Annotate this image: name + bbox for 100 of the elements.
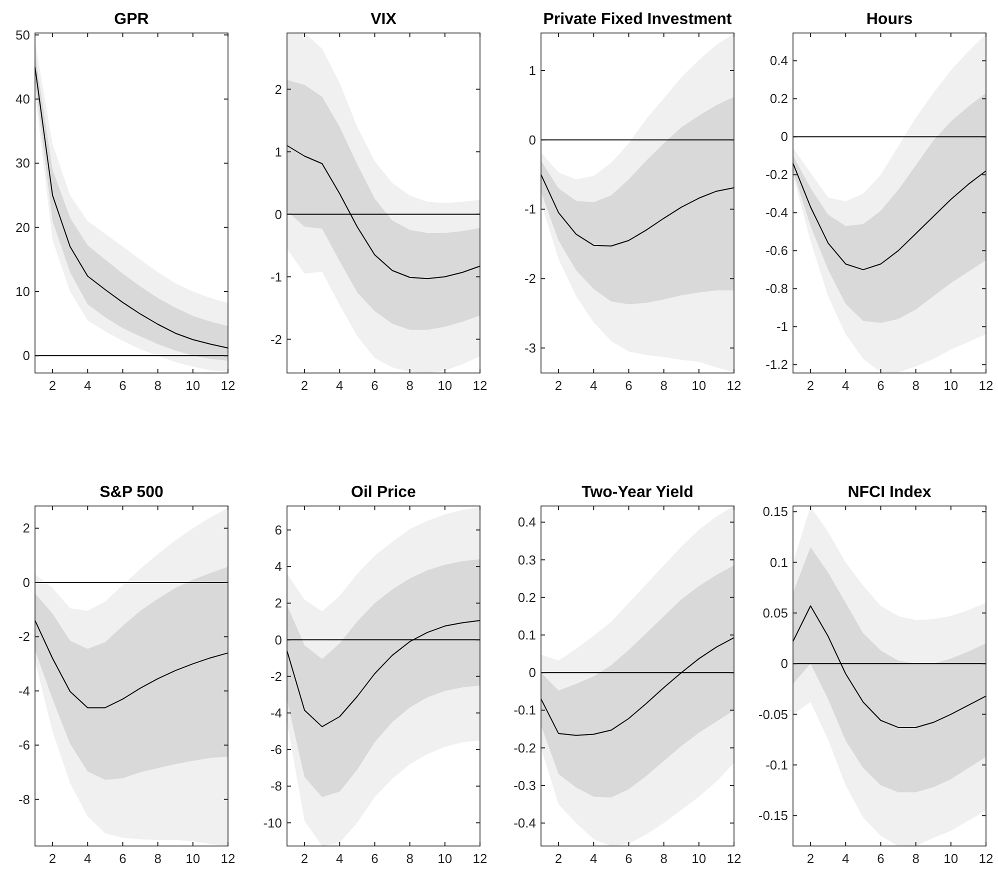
x-tick-label: 8 (660, 378, 668, 393)
x-tick-label: 10 (944, 851, 958, 866)
y-tick-label: -8 (18, 792, 30, 807)
y-tick-label: -0.8 (766, 281, 788, 296)
x-tick-label: 2 (300, 378, 308, 393)
x-tick-label: 6 (371, 378, 378, 393)
y-tick-label: -0.15 (758, 808, 788, 824)
y-tick-label: -4 (18, 683, 30, 698)
y-tick-label: -0.2 (514, 740, 536, 756)
x-tick-label: 6 (625, 851, 632, 866)
y-tick-label: -0.1 (766, 757, 788, 772)
y-tick-label: 0.4 (770, 53, 788, 68)
x-tick-label: 12 (978, 851, 994, 866)
y-tick-label: 0 (22, 574, 30, 590)
y-tick-label: -1 (270, 269, 282, 284)
y-tick-label: -6 (270, 742, 282, 758)
x-tick-label: 12 (726, 851, 742, 866)
y-tick-label: 0.3 (518, 552, 536, 568)
y-tick-label: -3 (524, 340, 536, 356)
x-tick-label: 2 (554, 378, 562, 393)
y-tick-label: 6 (274, 522, 282, 538)
y-tick-label: 0.15 (762, 504, 788, 520)
y-tick-label: -2 (18, 629, 30, 644)
chart-title: S&P 500 (100, 484, 164, 501)
y-tick-label: 0.1 (518, 628, 536, 643)
y-tick-label: -1.2 (766, 357, 788, 372)
x-tick-label: 2 (554, 851, 562, 866)
line-series (792, 605, 986, 728)
y-tick-label: 0.1 (770, 554, 788, 570)
x-tick-label: 10 (692, 851, 706, 866)
y-tick-label: -1 (524, 202, 536, 217)
x-tick-label: 6 (877, 851, 884, 866)
x-tick-label: 8 (660, 851, 668, 866)
chart-title: GPR (114, 11, 150, 28)
x-tick-label: 4 (590, 851, 598, 866)
y-tick-label: 0 (274, 206, 282, 222)
y-tick-label: 0.2 (770, 91, 788, 106)
x-tick-label: 4 (84, 851, 92, 866)
y-tick-label: 0.2 (518, 590, 536, 605)
y-tick-label: -2 (270, 668, 282, 684)
x-tick-label: 4 (590, 378, 598, 393)
y-tick-label: 0 (780, 656, 788, 672)
x-tick-label: 10 (692, 378, 706, 393)
y-tick-label: 20 (16, 220, 30, 235)
y-tick-label: -0.6 (766, 243, 788, 258)
x-tick-label: 12 (472, 378, 488, 393)
line-series (792, 162, 986, 270)
x-tick-label: 2 (300, 851, 308, 866)
y-tick-label: 0.05 (762, 605, 788, 620)
x-tick-label: 12 (472, 851, 488, 866)
x-tick-label: 8 (406, 851, 414, 866)
y-tick-label: 0 (22, 348, 30, 364)
y-tick-label: 50 (16, 27, 30, 42)
x-tick-label: 10 (438, 378, 452, 393)
x-tick-label: 8 (912, 851, 920, 866)
y-tick-label: -0.4 (514, 816, 536, 831)
y-tick-label: -8 (270, 778, 282, 794)
x-tick-label: 12 (978, 378, 994, 393)
x-tick-label: 4 (842, 851, 850, 866)
y-tick-label: 4 (274, 559, 282, 574)
x-tick-label: 4 (842, 378, 850, 393)
line-series (34, 620, 228, 708)
x-tick-label: 8 (154, 378, 162, 393)
x-tick-label: 2 (48, 378, 56, 393)
y-tick-label: 0 (274, 632, 282, 648)
y-tick-label: -0.05 (758, 706, 788, 722)
y-tick-label: 30 (16, 156, 30, 171)
x-tick-label: 4 (336, 851, 344, 866)
line-series (540, 174, 734, 247)
x-tick-label: 4 (84, 378, 92, 393)
y-tick-label: 0 (780, 129, 788, 144)
x-tick-label: 6 (119, 851, 126, 866)
y-tick-label: -1 (776, 319, 788, 334)
x-tick-label: 10 (438, 851, 452, 866)
y-tick-label: -4 (270, 705, 282, 720)
chart-title: NFCI Index (848, 484, 932, 501)
y-tick-label: 2 (274, 596, 282, 611)
chart-title: Private Fixed Investment (543, 11, 732, 28)
line-series (286, 145, 480, 280)
y-tick-label: -2 (524, 271, 536, 286)
y-tick-label: -0.4 (766, 205, 788, 220)
y-tick-label: 10 (16, 284, 30, 300)
y-tick-label: -6 (18, 738, 30, 753)
x-tick-label: 6 (877, 378, 884, 393)
x-tick-label: 8 (912, 378, 920, 393)
y-tick-label: 0.4 (518, 514, 536, 530)
chart-title: VIX (370, 11, 397, 28)
x-tick-label: 6 (625, 378, 632, 393)
line-series (286, 620, 480, 728)
y-tick-label: -10 (263, 815, 282, 830)
x-tick-label: 8 (406, 378, 414, 393)
y-tick-label: -0.2 (766, 167, 788, 182)
y-tick-label: 1 (274, 144, 282, 160)
y-tick-label: 0 (528, 665, 536, 680)
x-tick-label: 12 (220, 378, 236, 393)
chart-title: Oil Price (351, 484, 416, 501)
y-tick-label: -2 (270, 332, 282, 347)
x-tick-label: 2 (48, 851, 56, 866)
y-tick-label: -0.3 (514, 778, 536, 793)
chart-title: Hours (866, 11, 913, 28)
